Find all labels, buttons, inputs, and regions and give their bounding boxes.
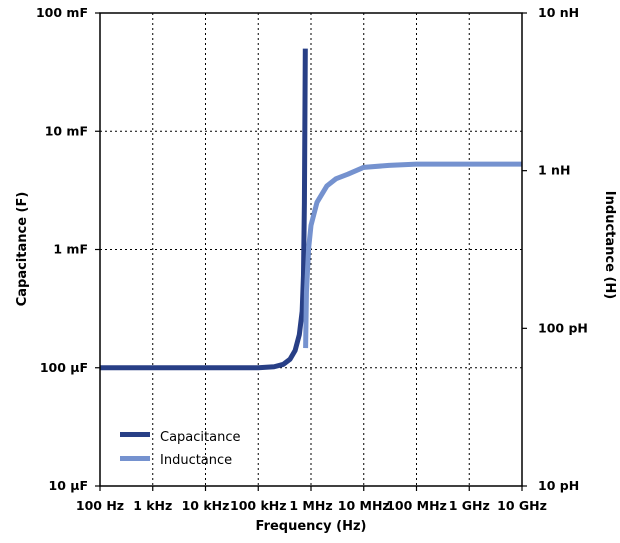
y-left-tick-label: 1 mF: [53, 242, 88, 257]
series-line-capacitance: [100, 48, 308, 371]
y-right-tick-label: 100 pH: [538, 320, 588, 335]
x-axis-title: Frequency (Hz): [256, 519, 367, 534]
x-tick-label: 10 GHz: [497, 498, 547, 513]
legend-label-inductance: Inductance: [160, 453, 232, 468]
x-tick-label: 100 kHz: [230, 498, 287, 513]
y-axis-left-title: Capacitance (F): [15, 192, 30, 307]
y-axis-right-title: Inductance (H): [602, 191, 617, 299]
x-tick-label: 1 kHz: [133, 498, 172, 513]
legend-label-capacitance: Capacitance: [160, 430, 240, 445]
legend: Capacitance Inductance: [120, 430, 240, 468]
x-tick-label: 100 MHz: [386, 498, 447, 513]
x-tick-label: 1 MHz: [289, 498, 332, 513]
y-left-tick-label: 10 µF: [49, 478, 88, 493]
x-tick-label: 10 MHz: [338, 498, 390, 513]
series-layer: [100, 48, 522, 371]
x-tick-label: 100 Hz: [76, 498, 124, 513]
y-right-tick-label: 10 nH: [538, 5, 579, 20]
series-line-inductance: [303, 161, 522, 349]
legend-swatch-capacitance: [120, 432, 150, 437]
y-right-tick-label: 1 nH: [538, 163, 570, 178]
y-left-tick-label: 100 mF: [36, 5, 88, 20]
y-left-tick-label: 10 mF: [45, 123, 88, 138]
x-tick-label: 10 kHz: [182, 498, 230, 513]
x-tick-label: 1 GHz: [449, 498, 490, 513]
y-left-tick-label: 100 µF: [40, 360, 88, 375]
y-right-tick-label: 10 pH: [538, 478, 579, 493]
legend-swatch-inductance: [120, 456, 150, 461]
